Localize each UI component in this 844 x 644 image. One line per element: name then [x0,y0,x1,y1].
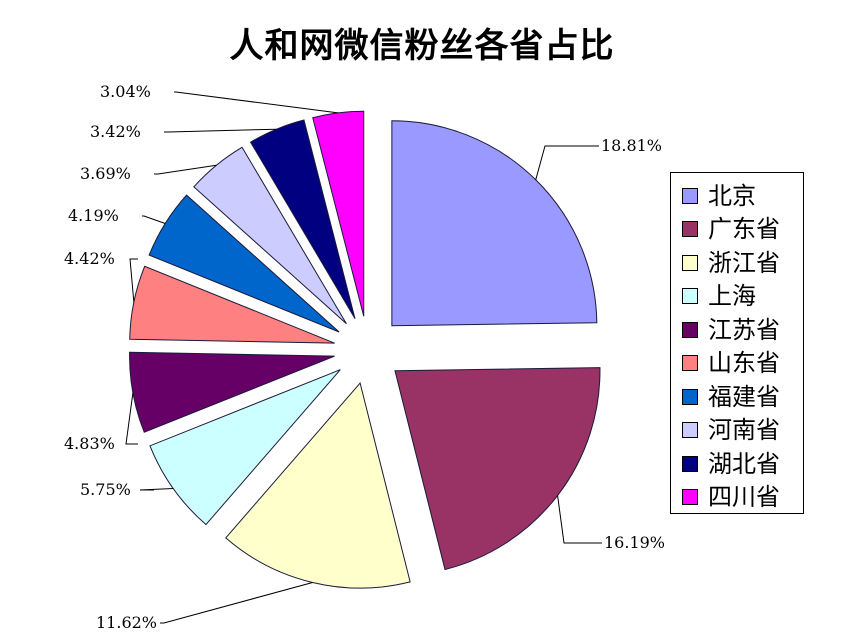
data-label: 3.04% [100,82,151,101]
leader-line [160,581,313,624]
legend-swatch-icon [682,187,698,204]
legend-label: 上海 [708,282,756,311]
legend-swatch-icon [682,388,698,405]
legend-item: 河南省 [671,414,803,448]
legend-item: 浙江省 [671,246,803,280]
legend-item: 四川省 [671,481,803,515]
data-label: 4.83% [64,434,115,453]
legend-swatch-icon [682,489,698,506]
data-label: 4.42% [64,249,115,268]
leader-line [142,215,166,224]
leader-line [125,392,138,445]
legend-swatch-icon [682,254,698,271]
pie-slice [249,119,356,319]
pie-slice [391,120,598,327]
legend-label: 广东省 [708,215,780,244]
pie-slice [312,110,365,317]
data-label: 18.81% [601,136,662,155]
legend-label: 浙江省 [708,248,780,277]
legend-label: 北京 [708,181,756,210]
legend-item: 福建省 [671,380,803,414]
leader-line [154,164,217,175]
leader-line [129,258,138,303]
data-label: 3.69% [80,164,131,183]
legend-label: 福建省 [708,382,780,411]
legend-item: 上海 [671,280,803,314]
legend: 北京广东省浙江省上海江苏省山东省福建省河南省湖北省四川省 [670,172,804,514]
chart-title: 人和网微信粉丝各省占比 [229,26,615,66]
legend-item: 山东省 [671,347,803,381]
pie-slice [149,369,341,526]
data-label: 5.75% [80,480,131,499]
legend-label: 河南省 [708,416,780,445]
legend-item: 北京 [671,179,803,213]
pie-slice [225,382,411,589]
data-label: 3.42% [90,122,141,141]
legend-label: 四川省 [708,483,780,512]
data-label: 16.19% [604,533,665,552]
legend-swatch-icon [682,321,698,338]
leader-line [164,128,277,133]
legend-swatch-icon [682,422,698,439]
legend-item: 湖北省 [671,447,803,481]
leader-line [139,488,174,491]
pie-slice [129,351,335,433]
leader-line [535,145,599,180]
legend-label: 江苏省 [708,315,780,344]
legend-swatch-icon [682,355,698,372]
legend-swatch-icon [682,288,698,305]
legend-item: 广东省 [671,213,803,247]
legend-label: 湖北省 [708,449,780,478]
data-label: 4.19% [68,206,119,225]
legend-swatch-icon [682,221,698,238]
legend-swatch-icon [682,455,698,472]
leader-line [557,495,602,544]
pie-slice [129,265,335,344]
pie-slice [394,367,601,571]
leader-line [174,91,339,114]
data-label: 11.62% [96,613,157,632]
legend-label: 山东省 [708,349,780,378]
legend-item: 江苏省 [671,313,803,347]
